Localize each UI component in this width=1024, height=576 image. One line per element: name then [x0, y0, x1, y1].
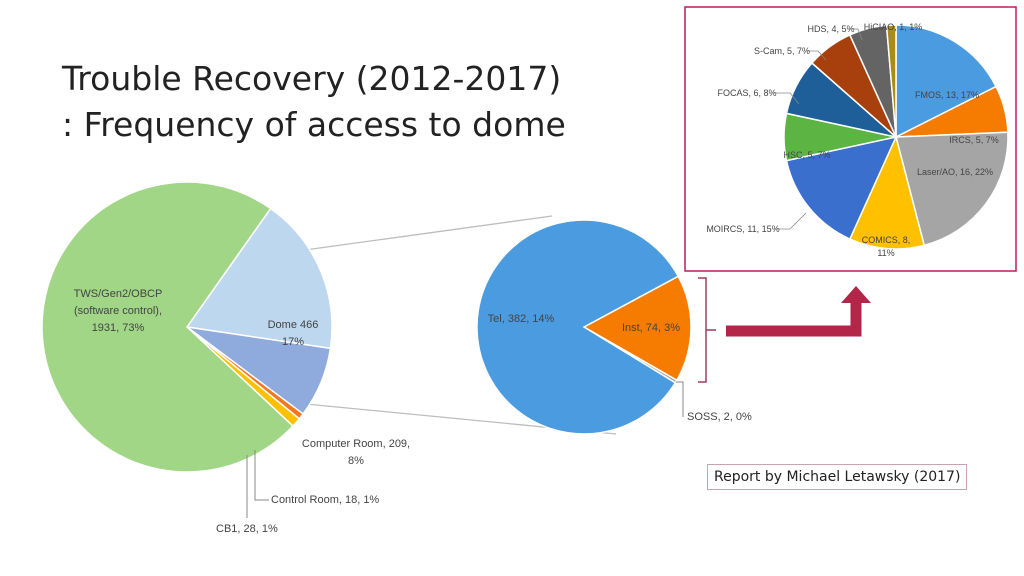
label-inst: Inst, 74, 3% — [622, 322, 680, 334]
main-slice-tws-gen2-obcp-software-control — [41, 181, 294, 473]
dome-slice-tel — [476, 219, 680, 435]
inst-slice-moircs — [785, 135, 898, 241]
inst-slice-hiciao — [885, 24, 897, 138]
leader-hds — [848, 28, 863, 41]
main-pie — [41, 181, 333, 473]
label-soss: SOSS, 2, 0% — [687, 411, 752, 423]
label-ircs: IRCS, 5, 7% — [949, 135, 999, 145]
label-hsc: HSC, 5, 7% — [783, 150, 830, 160]
leader-s-cam — [806, 50, 827, 61]
arrow-head — [841, 286, 871, 303]
label-s-cam: S-Cam, 5, 7% — [754, 46, 810, 56]
label-tel: Tel, 382, 14% — [488, 313, 555, 325]
label-fmos: FMOS, 13, 17% — [915, 90, 979, 100]
label-hds: HDS, 4, 5% — [807, 24, 854, 34]
label-laser-ao: Laser/AO, 16, 22% — [917, 167, 993, 177]
inst-slice-fmos — [895, 24, 998, 139]
instrument-pie — [783, 24, 1009, 250]
label-dome: Dome 466 17% — [268, 319, 319, 348]
dome-slice-inst — [582, 275, 692, 382]
leader-moircs — [774, 212, 807, 230]
label-hiciao: HiCIAO, 1, 1% — [864, 22, 923, 32]
connector-line-top — [304, 215, 553, 251]
slide-title-line-1: Trouble Recovery (2012-2017) — [62, 59, 562, 98]
label-computer-room: Computer Room, 209, 8% — [302, 438, 410, 467]
inst-bracket — [698, 277, 716, 383]
inst-slice-laser-ao — [895, 131, 1009, 247]
instrument-inset-frame — [684, 6, 1017, 272]
inst-slice-comics — [848, 134, 926, 250]
label-control-room: Control Room, 18, 1% — [271, 494, 379, 506]
arrow-shaft — [726, 301, 862, 337]
label-focas: FOCAS, 6, 8% — [717, 88, 776, 98]
report-credit: Report by Michael Letawsky (2017) — [707, 464, 968, 490]
leader-soss — [676, 381, 684, 417]
slide-title: Trouble Recovery (2012-2017) : Frequency… — [62, 56, 566, 148]
label-cb1: CB1, 28, 1% — [216, 523, 278, 535]
leader-control-room — [254, 450, 269, 501]
leader-focas — [772, 92, 800, 105]
label-moircs: MOIRCS, 11, 15% — [706, 224, 779, 234]
label-comics: COMICS, 8, 11% — [862, 235, 911, 258]
main-slice-dome — [185, 207, 333, 350]
slide-title-line-2: : Frequency of access to dome — [62, 105, 566, 144]
label-tws: TWS/Gen2/OBCP (software control), 1931, 73… — [74, 288, 163, 334]
